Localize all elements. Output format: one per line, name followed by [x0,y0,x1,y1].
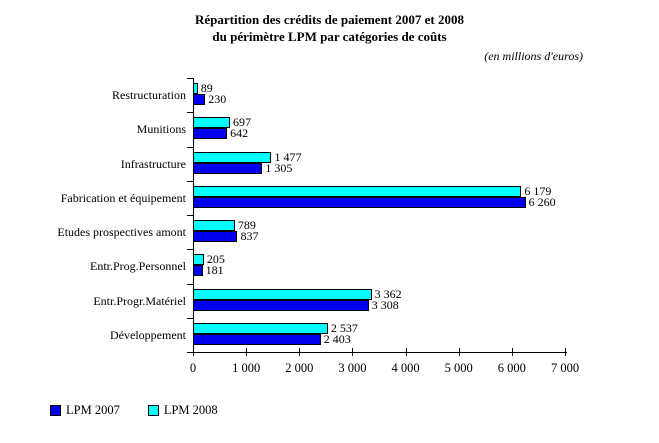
bar-lpm-2007 [193,196,526,208]
x-axis-tick [405,348,407,356]
category-label: Infrastructure [120,156,186,171]
x-axis-tick [299,348,301,356]
bar-lpm-2008 [193,254,204,266]
bar-value-label: 230 [208,92,227,106]
y-axis-tick [187,78,193,79]
x-axis-tick-label: 3 000 [338,361,367,375]
x-axis-tick-label: 4 000 [391,361,420,375]
bar-lpm-2007 [193,333,321,345]
category-label: Restructuration [112,88,186,102]
bar-lpm-2007 [193,299,369,311]
bar-value-label: 181 [205,263,224,278]
y-axis-tick [187,352,193,353]
bar-value-label: 205 [206,252,225,267]
x-axis-line [189,352,567,353]
category-label: Fabrication et équipement [60,190,186,205]
category-label: Développement [110,327,186,342]
x-axis-tick-label: 1 000 [232,361,261,375]
y-axis-tick [187,146,193,148]
bar-lpm-2007 [193,94,206,105]
chart-units-note: (en millions d'euros) [484,49,583,63]
bar-value-label: 789 [237,218,256,232]
bar-value-label: 642 [230,126,249,141]
bar-lpm-2008 [193,220,235,231]
legend-swatch-icon [50,404,61,416]
legend-item-lpm-2007: LPM 2007 [50,402,120,417]
bar-value-label: 3 362 [374,286,402,301]
y-axis-tick [187,317,193,319]
y-axis-tick [187,180,193,182]
bar-lpm-2008 [193,151,272,163]
bar-lpm-2008 [193,322,328,334]
chart-title-line2: du périmètre LPM par catégories de coûts [212,29,447,44]
y-axis-tick [187,112,193,114]
bar-value-label: 6 260 [528,194,556,209]
x-axis-tick-label: 7 000 [550,361,580,375]
bar-value-label: 697 [233,115,252,130]
bar-lpm-2008 [193,288,372,300]
category-label: Munitions [136,122,186,137]
bar-value-label: 89 [200,81,213,95]
x-axis-tick [246,348,248,356]
x-axis-tick [352,348,354,356]
x-axis-tick [193,348,194,356]
legend-item-lpm-2008: LPM 2008 [147,402,218,417]
bar-value-label: 6 179 [524,183,552,198]
chart-title: Répartition des crédits de paiement 2007… [0,11,659,45]
legend: LPM 2007 LPM 2008 [50,403,246,417]
bar-lpm-2007 [193,162,263,174]
bar-lpm-2008 [193,117,231,129]
x-axis-tick-label: 0 [189,361,197,375]
bar-value-label: 2 403 [323,331,351,346]
bar-lpm-2008 [193,185,522,197]
x-axis-tick-label: 6 000 [497,361,526,375]
y-axis-line [193,78,194,353]
bar-value-label: 837 [240,229,259,243]
x-axis-tick [458,348,460,356]
category-label: Etudes prospectives amont [57,225,186,239]
category-label: Entr.Progr.Matériel [93,293,186,308]
bar-value-label: 2 537 [330,320,358,335]
chart-title-line1: Répartition des crédits de paiement 2007… [195,12,464,27]
y-axis-tick [187,249,193,251]
legend-label: LPM 2007 [66,402,120,417]
bar-lpm-2007 [193,128,228,140]
legend-label: LPM 2008 [163,402,218,417]
x-axis-tick [511,348,513,356]
legend-swatch-icon [147,404,159,416]
x-axis-tick-label: 2 000 [285,361,314,375]
bar-value-label: 3 308 [371,297,399,312]
bar-lpm-2007 [193,265,203,277]
x-axis-tick [565,348,566,356]
bar-lpm-2007 [193,231,238,242]
y-axis-tick [187,283,193,285]
x-axis-tick-label: 5 000 [444,361,473,375]
y-axis-tick [187,215,193,216]
category-label: Entr.Prog.Personnel [90,259,186,274]
bar-lpm-2008 [193,83,198,94]
bar-value-label: 1 477 [274,149,302,164]
bar-value-label: 1 305 [265,160,293,175]
